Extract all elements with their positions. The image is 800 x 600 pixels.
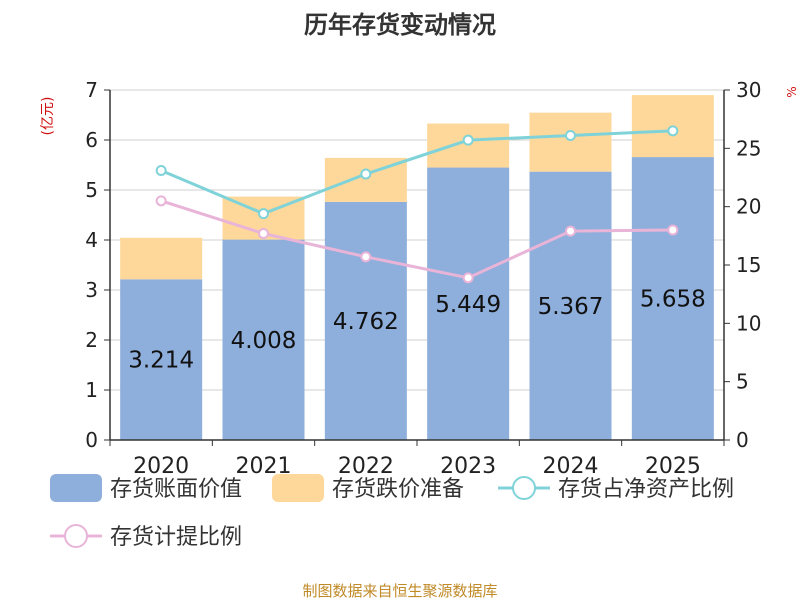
y-left-axis: 0 1 2 3 4 5 6 7 xyxy=(85,78,111,452)
y-left-tick-label: 4 xyxy=(85,228,98,252)
legend-label: 存货账面价值 xyxy=(110,477,242,502)
series-line xyxy=(160,129,673,216)
series-point xyxy=(565,225,576,237)
y-right-tick-label: 30 xyxy=(736,78,761,102)
y-left-tick-label: 3 xyxy=(85,278,98,302)
bar-inventory-impairment xyxy=(120,237,203,280)
bar-value-label: 5.658 xyxy=(640,287,706,313)
legend-label: 存货占净资产比例 xyxy=(558,477,734,502)
y-right-unit-label: % xyxy=(785,86,799,97)
series-point xyxy=(462,134,474,146)
y-left-tick-label: 2 xyxy=(85,328,98,352)
series-point xyxy=(360,251,372,263)
bar-value-label: 4.762 xyxy=(333,309,399,335)
y-right-tick-label: 20 xyxy=(736,195,761,219)
bar-inventory-book-value xyxy=(529,171,612,440)
series-line xyxy=(160,199,673,280)
series-point xyxy=(155,165,167,176)
x-tick-label: 2022 xyxy=(338,454,394,479)
legend-swatch xyxy=(50,474,102,502)
series-point xyxy=(565,130,576,141)
y-right-tick-label: 15 xyxy=(736,253,761,277)
y-right-tick-label: 10 xyxy=(736,311,761,335)
bar-value-label: 4.008 xyxy=(231,328,297,354)
series-point xyxy=(258,208,269,220)
series-point xyxy=(462,272,474,284)
series-point xyxy=(667,125,679,137)
bar-value-label: 5.367 xyxy=(538,294,604,320)
legend-swatch xyxy=(272,474,324,502)
x-tick-label: 2025 xyxy=(645,454,701,479)
y-left-tick-label: 6 xyxy=(85,128,98,152)
series-point xyxy=(360,168,372,180)
y-right-tick-label: 0 xyxy=(736,428,749,452)
legend-label: 存货跌价准备 xyxy=(332,477,464,502)
y-left-tick-label: 7 xyxy=(85,78,98,102)
y-right-tick-label: 25 xyxy=(736,136,761,160)
series-point xyxy=(258,228,269,239)
bar-inventory-impairment xyxy=(529,112,612,172)
bar-inventory-book-value xyxy=(324,201,407,440)
y-left-tick-label: 1 xyxy=(85,378,98,402)
series-point xyxy=(155,195,167,207)
x-tick-label: 2023 xyxy=(440,454,496,479)
bar-value-label: 3.214 xyxy=(128,348,194,374)
series-point xyxy=(667,224,679,236)
chart-title: 历年存货变动情况 xyxy=(304,11,496,39)
x-tick-label: 2020 xyxy=(133,454,189,479)
bar-value-label: 5.449 xyxy=(435,292,501,318)
legend-label: 存货计提比例 xyxy=(110,525,242,550)
legend-marker xyxy=(512,476,536,500)
x-axis: 2020 2021 2022 2023 2024 2025 xyxy=(109,439,725,479)
grid xyxy=(110,89,724,441)
bar-inventory-book-value xyxy=(120,279,203,440)
y-right-tick-label: 5 xyxy=(736,370,749,394)
y-right-axis: 0 5 10 15 20 25 30 xyxy=(723,78,761,452)
bar-inventory-book-value xyxy=(427,167,510,441)
y-left-unit-label: (亿元) xyxy=(40,97,56,136)
y-left-tick-label: 0 xyxy=(85,428,98,452)
lines xyxy=(155,125,679,284)
legend-marker xyxy=(64,524,88,548)
x-tick-label: 2024 xyxy=(543,454,599,479)
bar-inventory-book-value xyxy=(631,157,714,440)
y-left-tick-label: 5 xyxy=(85,178,98,202)
bar-inventory-book-value xyxy=(222,239,305,440)
source-note: 制图数据来自恒生聚源数据库 xyxy=(302,582,497,600)
